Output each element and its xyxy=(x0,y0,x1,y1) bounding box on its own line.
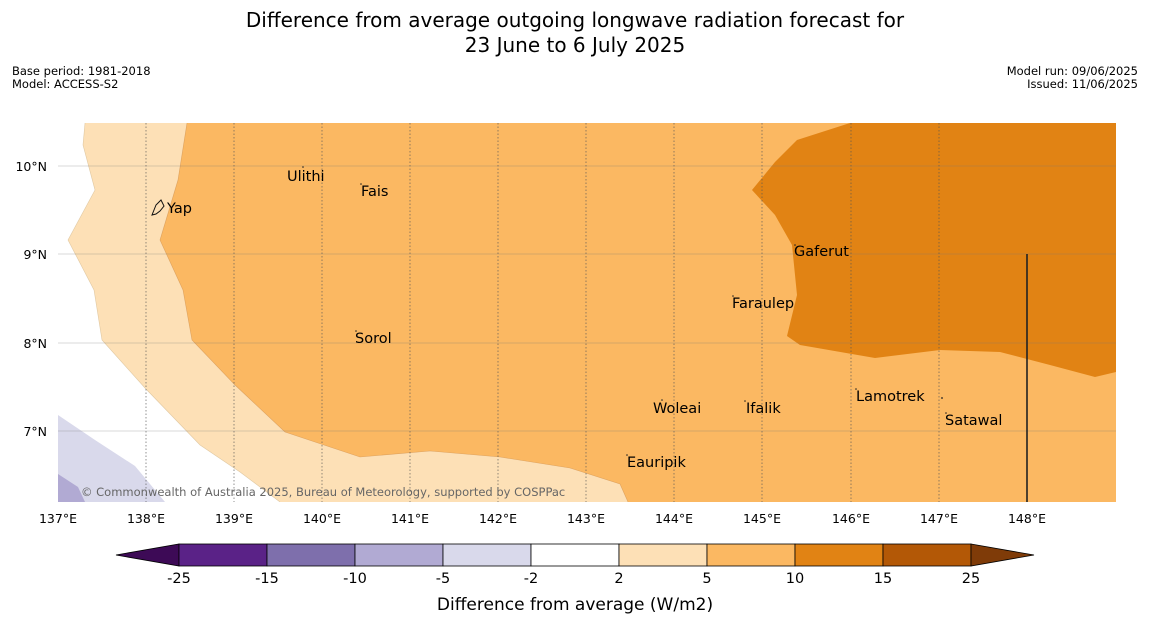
cb-segment-2 xyxy=(354,543,444,567)
lon-tick-145e: 145°E xyxy=(743,511,781,526)
lon-tick-142e: 142°E xyxy=(479,511,517,526)
run-info: Model run: 09/06/2025 Issued: 11/06/2025 xyxy=(1007,65,1138,91)
cb-segment-1 xyxy=(266,543,356,567)
cb-segment-4 xyxy=(530,543,620,567)
meridians xyxy=(145,123,940,502)
cb-segment-0 xyxy=(178,543,268,567)
cb-tick-minus10: -10 xyxy=(343,571,367,587)
place-yap: Yap xyxy=(166,201,192,217)
place-sorol: Sorol xyxy=(355,331,392,347)
cb-tick-minus5: -5 xyxy=(436,571,450,587)
lon-tick-138e: 138°E xyxy=(127,511,165,526)
yap-island-shape xyxy=(151,199,165,216)
field-minus10-minus5 xyxy=(58,474,85,502)
chart-title: Difference from average outgoing longwav… xyxy=(0,8,1150,58)
cb-tick-minus25: -25 xyxy=(167,571,191,587)
field-2-5 xyxy=(58,123,628,502)
atoll-markers xyxy=(302,166,947,456)
lon-tick-143e: 143°E xyxy=(567,511,605,526)
base-period: Base period: 1981-2018 xyxy=(12,64,151,78)
lon-tick-141e: 141°E xyxy=(391,511,429,526)
cb-tick-15: 15 xyxy=(874,571,892,587)
title-line-1: Difference from average outgoing longwav… xyxy=(245,8,905,32)
cb-tick-10: 10 xyxy=(786,571,804,587)
lon-tick-137e: 137°E xyxy=(39,511,77,526)
cb-tick-minus2: -2 xyxy=(524,571,538,587)
cb-segment-3 xyxy=(442,543,532,567)
title-line-2: 23 June to 6 July 2025 xyxy=(464,33,686,57)
model-name: Model: ACCESS-S2 xyxy=(12,77,119,91)
lat-tick-8n: 8°N xyxy=(23,336,47,351)
place-ulithi: Ulithi xyxy=(287,169,325,185)
lon-tick-147e: 147°E xyxy=(920,511,958,526)
place-woleai: Woleai xyxy=(653,401,701,417)
lon-tick-144e: 144°E xyxy=(655,511,693,526)
lon-tick-labels: 137°E 138°E 139°E 140°E 141°E 142°E 143°… xyxy=(39,511,1046,526)
colorbar: -25 -15 -10 -5 -2 2 5 10 15 25 Differenc… xyxy=(115,543,1035,615)
place-satawal: Satawal xyxy=(945,413,1002,429)
place-labels: Yap Ulithi Fais Gaferut Faraulep Sorol W… xyxy=(166,169,1002,471)
contour-2 xyxy=(67,123,281,502)
cb-segment-6 xyxy=(706,543,796,567)
cb-tick-2: 2 xyxy=(614,571,623,587)
colorbar-segments xyxy=(115,543,1035,567)
place-gaferut: Gaferut xyxy=(794,244,849,260)
lat-tick-10n: 10°N xyxy=(15,159,47,174)
field-minus2-2 xyxy=(58,123,280,502)
lat-tick-labels: 10°N 9°N 8°N 7°N xyxy=(15,159,47,439)
lon-tick-148e: 148°E xyxy=(1008,511,1046,526)
cb-tick-minus15: -15 xyxy=(255,571,279,587)
lon-tick-139e: 139°E xyxy=(215,511,253,526)
cb-segment-5 xyxy=(618,543,708,567)
issued-date: Issued: 11/06/2025 xyxy=(1027,77,1138,91)
base-info: Base period: 1981-2018 Model: ACCESS-S2 xyxy=(12,65,151,91)
field-minus5-minus2 xyxy=(58,415,165,502)
contour-5 xyxy=(159,123,629,502)
place-fais: Fais xyxy=(361,184,388,200)
place-ifalik: Ifalik xyxy=(746,401,781,417)
colorbar-label: Difference from average (W/m2) xyxy=(437,595,713,615)
cb-tick-25: 25 xyxy=(962,571,980,587)
cb-extension-low xyxy=(115,543,180,567)
lon-tick-140e: 140°E xyxy=(303,511,341,526)
field-10-15 xyxy=(752,123,1116,377)
colorbar-ticks: -25 -15 -10 -5 -2 2 5 10 15 25 xyxy=(167,571,980,587)
lat-tick-7n: 7°N xyxy=(23,424,47,439)
lon-tick-146e: 146°E xyxy=(832,511,870,526)
place-faraulep: Faraulep xyxy=(732,296,794,312)
map-area: Yap Ulithi Fais Gaferut Faraulep Sorol W… xyxy=(58,123,1116,502)
cb-segment-7 xyxy=(794,543,884,567)
place-lamotrek: Lamotrek xyxy=(856,389,925,405)
parallels xyxy=(58,165,1116,432)
cb-tick-5: 5 xyxy=(702,571,711,587)
cb-segment-8 xyxy=(882,543,972,567)
cb-extension-high xyxy=(970,543,1035,567)
copyright-notice: © Commonwealth of Australia 2025, Bureau… xyxy=(81,485,565,499)
model-run: Model run: 09/06/2025 xyxy=(1006,64,1138,78)
place-eauripik: Eauripik xyxy=(627,455,686,471)
lat-tick-9n: 9°N xyxy=(23,247,47,262)
